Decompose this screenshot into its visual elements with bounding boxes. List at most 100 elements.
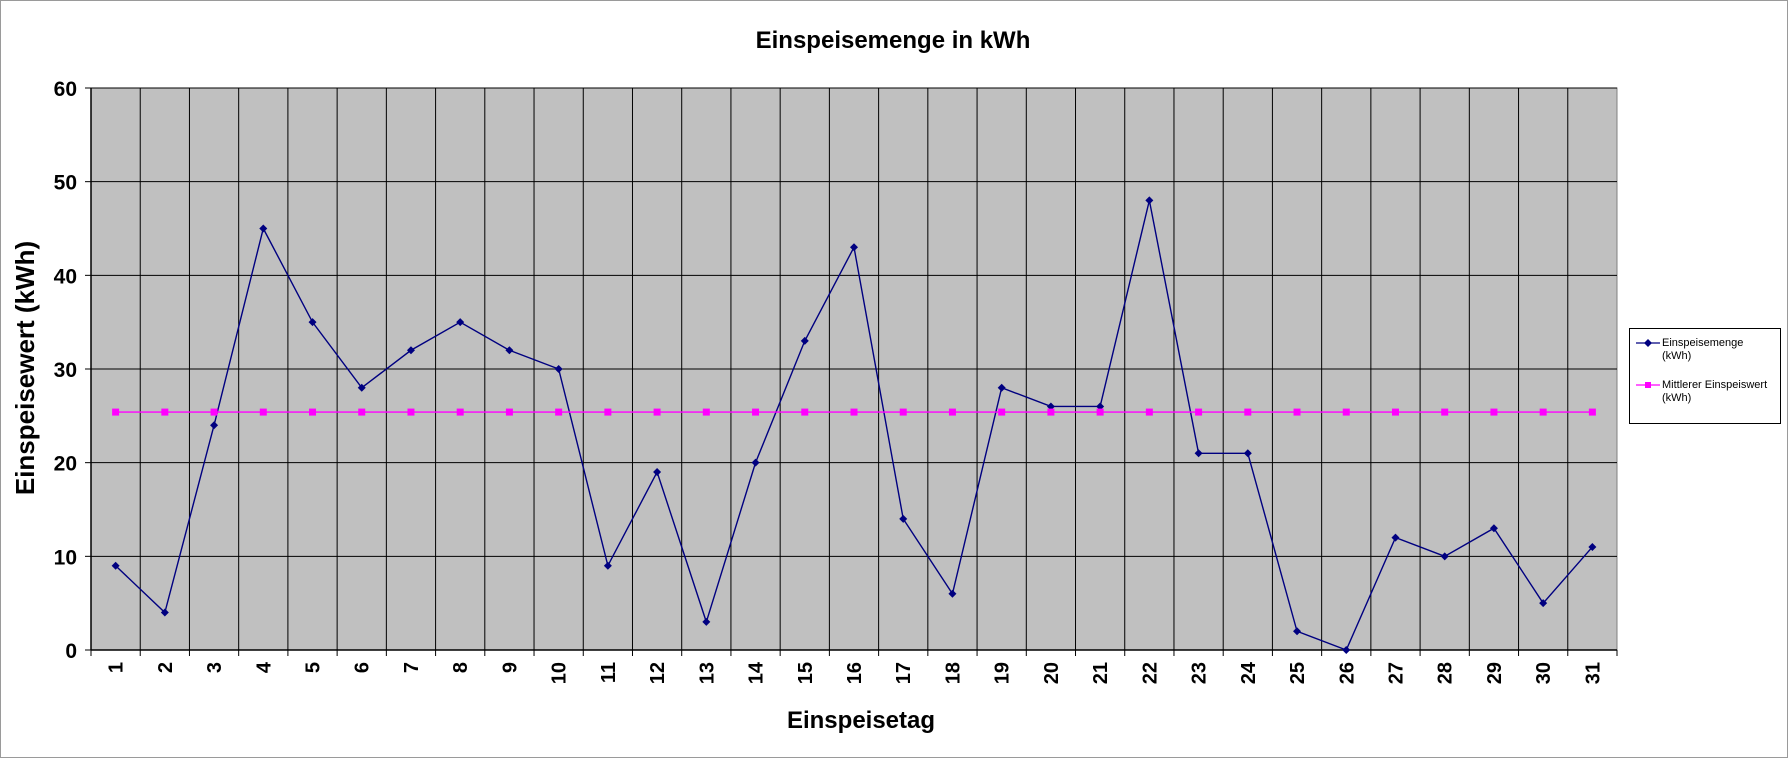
data-point <box>800 336 809 345</box>
data-point <box>1588 408 1596 416</box>
y-tick-label: 20 <box>54 453 77 476</box>
y-tick-label: 60 <box>54 78 77 101</box>
data-point <box>1047 408 1055 416</box>
x-tick-label: 10 <box>549 662 571 684</box>
series-mittlerer-einspeiswert <box>112 408 1596 416</box>
legend-label-line: Mittlerer Einspeiswert <box>1662 379 1768 391</box>
x-tick-label: 26 <box>1336 662 1358 684</box>
data-point <box>752 408 760 416</box>
data-point <box>702 617 711 626</box>
data-point <box>948 589 957 598</box>
data-point <box>702 408 710 416</box>
data-point <box>998 408 1006 416</box>
data-point <box>456 318 465 327</box>
series-einspeisemenge <box>111 196 1597 654</box>
x-tick-label: 1 <box>106 662 128 673</box>
x-tick-label: 17 <box>893 662 915 684</box>
data-point <box>160 608 169 617</box>
data-point <box>1145 408 1153 416</box>
x-tick-label: 28 <box>1435 662 1457 684</box>
data-point <box>259 408 267 416</box>
data-point <box>407 408 415 416</box>
data-point <box>1391 408 1399 416</box>
legend-label-unit: (kWh) <box>1662 392 1692 404</box>
x-tick-label: 24 <box>1238 661 1260 684</box>
data-point <box>1096 408 1104 416</box>
x-tick-label: 27 <box>1385 662 1407 684</box>
x-tick-label: 6 <box>352 662 374 673</box>
x-tick-label: 22 <box>1139 662 1161 684</box>
y-tick-label: 30 <box>54 359 77 382</box>
legend-label: Einspeisemenge (kWh) <box>1662 337 1780 363</box>
data-point <box>1195 408 1203 416</box>
x-tick-label: 19 <box>992 662 1014 684</box>
x-tick-label: 20 <box>1041 662 1063 684</box>
data-point <box>1391 533 1400 542</box>
data-point <box>997 383 1006 392</box>
x-tick-label: 13 <box>696 662 718 684</box>
x-tick-label: 29 <box>1484 662 1506 684</box>
legend-label-unit: (kWh) <box>1662 350 1692 362</box>
y-tick-label: 50 <box>54 172 77 195</box>
data-point <box>1244 408 1252 416</box>
data-point <box>161 408 169 416</box>
x-tick-label: 18 <box>942 662 964 684</box>
x-tick-label: 7 <box>401 662 423 673</box>
x-tick-label: 31 <box>1582 662 1604 684</box>
data-point <box>1046 402 1055 411</box>
data-point <box>1539 599 1548 608</box>
data-point <box>1194 449 1203 458</box>
data-point <box>899 408 907 416</box>
x-tick-label: 5 <box>303 662 325 673</box>
y-axis-title: Einspeisewert (kWh) <box>10 241 40 495</box>
diamond-line-icon <box>1636 339 1660 347</box>
data-point <box>1243 449 1252 458</box>
x-tick-label: 25 <box>1287 662 1309 684</box>
data-point <box>1293 627 1302 636</box>
x-tick-label: 2 <box>155 662 177 673</box>
x-tick-label: 12 <box>647 662 669 684</box>
data-point <box>604 408 612 416</box>
data-point <box>948 408 956 416</box>
data-point <box>1145 196 1154 205</box>
legend-item-mittlerer: Mittlerer Einspeiswert (kWh) <box>1636 379 1780 413</box>
legend: Einspeisemenge (kWh) Mittlerer Einspeisw… <box>1629 328 1781 424</box>
data-point <box>505 408 513 416</box>
data-point <box>653 408 661 416</box>
data-point <box>1342 408 1350 416</box>
data-point <box>505 346 514 355</box>
data-point <box>309 408 317 416</box>
y-tick-label: 40 <box>54 265 77 288</box>
data-point <box>406 346 415 355</box>
data-point <box>603 561 612 570</box>
data-point <box>456 408 464 416</box>
data-point <box>1440 552 1449 561</box>
x-tick-label: 30 <box>1533 662 1555 684</box>
x-tick-label: 15 <box>795 662 817 684</box>
data-point <box>111 561 120 570</box>
x-tick-label: 4 <box>253 661 275 673</box>
data-point <box>1490 408 1498 416</box>
series-layer <box>111 196 1597 654</box>
data-point <box>1342 646 1351 654</box>
data-point <box>1096 402 1105 411</box>
data-point <box>653 468 662 477</box>
data-point <box>850 408 858 416</box>
x-tick-label: 23 <box>1189 662 1211 684</box>
data-point <box>358 408 366 416</box>
x-tick-label: 14 <box>746 661 768 684</box>
legend-label: Mittlerer Einspeiswert (kWh) <box>1662 379 1780 405</box>
data-point <box>357 383 366 392</box>
legend-item-einspeisemenge: Einspeisemenge (kWh) <box>1636 337 1780 371</box>
x-tick-label: 21 <box>1090 662 1112 684</box>
data-point <box>899 514 908 523</box>
data-point <box>751 458 760 467</box>
chart-title: Einspeisemenge in kWh <box>756 27 1031 54</box>
data-point <box>210 421 219 430</box>
y-tick-label: 0 <box>65 640 77 663</box>
x-tick-label: 11 <box>598 662 620 683</box>
x-tick-label: 3 <box>204 662 226 673</box>
data-point <box>1539 408 1547 416</box>
